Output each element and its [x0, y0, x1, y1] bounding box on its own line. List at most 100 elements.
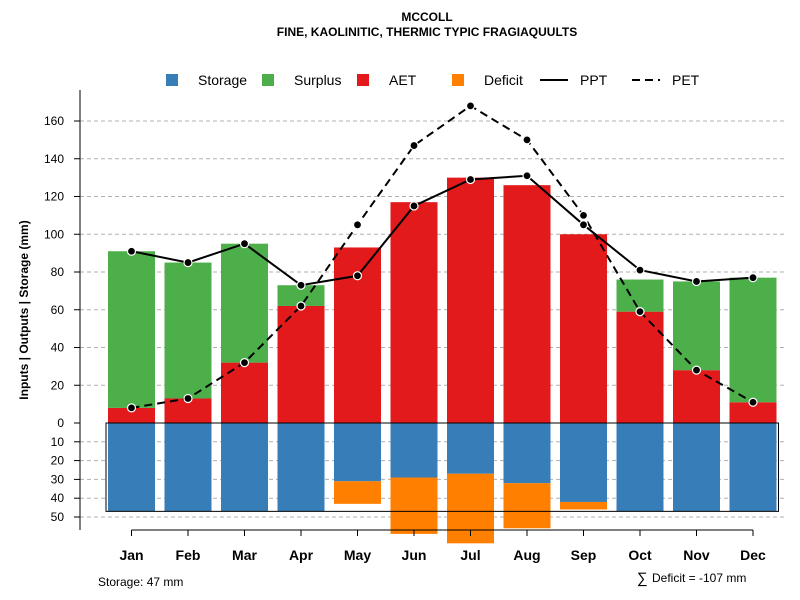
point-pet-oct	[635, 307, 645, 317]
legend-label-aet: AET	[389, 72, 417, 88]
bar-storage-feb	[164, 423, 212, 512]
line-ppt	[131, 174, 754, 287]
bars	[105, 177, 779, 544]
bar-aet-mar	[221, 362, 268, 423]
point-pet-jan	[126, 403, 137, 413]
bar-storage-oct	[616, 423, 664, 512]
bar-storage-sep	[560, 423, 607, 502]
x-tick-label-apr: Apr	[289, 547, 314, 563]
legend-label-surplus: Surplus	[294, 72, 341, 88]
legend-swatch-storage	[166, 74, 178, 86]
y-tick-label-lower-40: 40	[51, 491, 65, 505]
x-tick-label-may: May	[344, 547, 371, 563]
legend-swatch-deficit	[452, 74, 464, 86]
y-tick-label-lower-10: 10	[51, 435, 65, 449]
bar-deficit-sep	[560, 501, 607, 510]
y-tick-label-0: 0	[57, 416, 64, 430]
bar-aet-oct	[616, 311, 664, 423]
y-tick-label-140: 140	[44, 152, 64, 166]
bar-aet-dec	[729, 402, 777, 423]
point-pet-aug	[522, 135, 532, 145]
bar-surplus-jan	[108, 251, 155, 408]
point-pet-mar	[239, 358, 250, 368]
series-lines	[126, 101, 758, 413]
bar-storage-jul	[447, 423, 494, 474]
x-tick-label-sep: Sep	[571, 547, 597, 563]
bar-aet-nov	[673, 370, 720, 423]
bar-surplus-nov	[673, 281, 720, 371]
bar-aet-jan	[108, 407, 155, 423]
x-tick-label-oct: Oct	[628, 547, 652, 563]
bar-aet-apr	[277, 305, 325, 423]
bar-aet-jul	[447, 177, 494, 423]
legend-label-deficit: Deficit	[484, 72, 523, 88]
point-ppt-feb	[183, 257, 193, 268]
y-tick-label-lower-50: 50	[51, 510, 65, 524]
x-tick-label-mar: Mar	[232, 547, 257, 563]
bar-storage-apr	[277, 423, 325, 512]
y-tick-label-120: 120	[44, 190, 64, 204]
point-ppt-sep	[578, 220, 589, 230]
point-pet-may	[352, 220, 363, 230]
point-ppt-mar	[239, 239, 250, 249]
bar-storage-dec	[729, 423, 777, 512]
bar-deficit-may	[334, 481, 381, 504]
x-tick-label-nov: Nov	[683, 547, 710, 563]
y-tick-label-80: 80	[51, 265, 65, 279]
bar-storage-jun	[390, 423, 438, 478]
deficit-symbol: ∑	[637, 570, 648, 587]
y-tick-label-lower-20: 20	[51, 454, 65, 468]
point-pet-dec	[748, 397, 758, 407]
bar-surplus-mar	[221, 243, 268, 363]
point-pet-jun	[409, 140, 419, 151]
x-tick-label-jun: Jun	[402, 547, 427, 563]
bar-storage-mar	[221, 423, 268, 512]
point-ppt-oct	[635, 265, 645, 275]
deficit-note: Deficit = -107 mm	[652, 571, 746, 585]
bar-surplus-feb	[164, 262, 212, 399]
point-ppt-dec	[748, 273, 758, 283]
y-axis-label: Inputs | Outputs | Storage (mm)	[17, 220, 31, 399]
legend: Storage Surplus AET Deficit PPT PET	[166, 72, 700, 88]
point-pet-nov	[691, 365, 702, 375]
y-tick-label-20: 20	[51, 378, 65, 392]
y-tick-label-40: 40	[51, 341, 65, 355]
legend-swatch-aet	[357, 74, 369, 86]
bar-aet-aug	[503, 185, 551, 423]
point-ppt-apr	[296, 280, 306, 290]
bar-deficit-aug	[503, 483, 551, 529]
legend-label-storage: Storage	[198, 72, 247, 88]
bar-deficit-jun	[390, 477, 438, 534]
axes: 0 20 40 60 80 100 120 140 160 10 20 30 40 50 Jan Feb Mar…	[44, 90, 766, 563]
legend-label-pet: PET	[672, 72, 700, 88]
bar-storage-may	[334, 423, 381, 482]
legend-swatch-surplus	[262, 74, 274, 86]
x-tick-label-jul: Jul	[460, 547, 480, 563]
bar-storage-jan	[108, 423, 155, 512]
y-tick-label-lower-30: 30	[51, 472, 65, 486]
storage-capacity-box	[105, 422, 779, 512]
x-tick-label-jan: Jan	[119, 547, 143, 563]
point-pet-feb	[183, 393, 193, 404]
point-ppt-jan	[126, 246, 137, 256]
x-tick-label-feb: Feb	[176, 547, 201, 563]
bar-aet-jun	[390, 202, 438, 423]
y-tick-label-100: 100	[44, 227, 64, 241]
point-ppt-nov	[691, 276, 702, 287]
x-tick-label-aug: Aug	[513, 547, 540, 563]
legend-label-ppt: PPT	[580, 72, 608, 88]
y-tick-label-60: 60	[51, 303, 65, 317]
point-ppt-jun	[409, 201, 419, 211]
y-tick-label-160: 160	[44, 114, 64, 128]
chart-subtitle: FINE, KAOLINITIC, THERMIC TYPIC FRAGIAQU…	[277, 25, 577, 39]
point-ppt-jul	[465, 174, 476, 185]
bar-storage-aug	[503, 423, 551, 484]
bar-surplus-oct	[616, 279, 664, 312]
point-pet-apr	[296, 301, 306, 311]
bar-surplus-dec	[729, 277, 777, 403]
x-tick-label-dec: Dec	[740, 547, 766, 563]
storage-note: Storage: 47 mm	[98, 575, 183, 589]
line-pet	[131, 104, 754, 409]
bar-aet-sep	[560, 234, 607, 423]
